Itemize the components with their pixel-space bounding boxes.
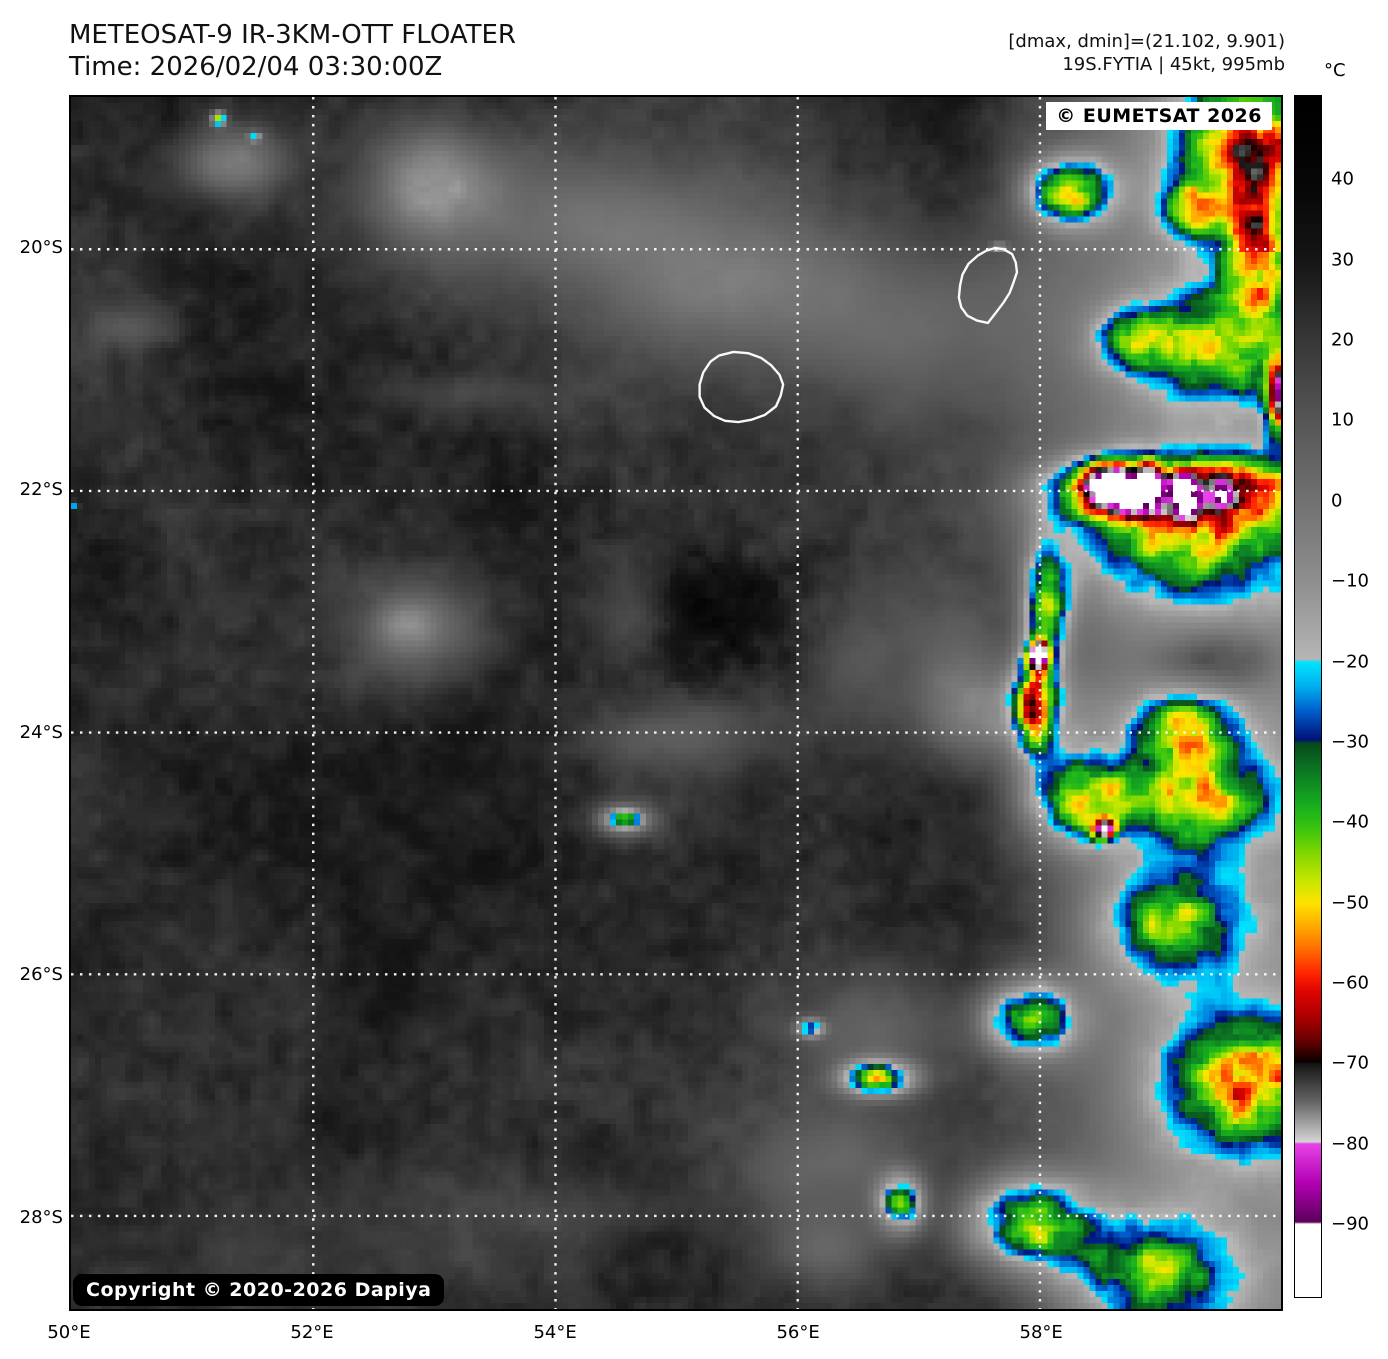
header-right: [dmax, dmin]=(21.102, 9.901) 19S.FYTIA |… — [1008, 30, 1285, 77]
lat-tick-label: 28°S — [19, 1206, 63, 1228]
dmax-dmin-readout: [dmax, dmin]=(21.102, 9.901) — [1008, 31, 1285, 52]
map-grid-overlay — [71, 97, 1281, 1309]
satellite-image-canvas — [71, 97, 1281, 1309]
lon-tick-label: 52°E — [290, 1322, 334, 1343]
cbar-tick-label: 30 — [1331, 249, 1354, 271]
lat-tick-label: 22°S — [19, 479, 63, 501]
header-left: METEOSAT-9 IR-3KM-OTT FLOATER Time: 2026… — [69, 20, 516, 83]
product-time: Time: 2026/02/04 03:30:00Z — [69, 51, 443, 82]
colorbar — [1294, 95, 1322, 1298]
island-outline-mauritius — [957, 246, 1019, 325]
lon-tick-label: 54°E — [533, 1322, 577, 1343]
cbar-tick-label: −70 — [1331, 1052, 1369, 1074]
lat-tick-label: 26°S — [19, 964, 63, 986]
cbar-tick-label: −20 — [1331, 651, 1369, 673]
product-title: METEOSAT-9 IR-3KM-OTT FLOATER — [69, 20, 516, 50]
lat-tick-label: 20°S — [19, 236, 63, 258]
eumetsat-badge: © EUMETSAT 2026 — [1046, 102, 1272, 130]
copyright-badge: Copyright © 2020-2026 Dapiya — [73, 1274, 445, 1306]
cbar-tick-label: −40 — [1331, 811, 1369, 833]
cbar-tick-label: 20 — [1331, 329, 1354, 351]
colorbar-unit-label: °C — [1324, 60, 1346, 81]
cbar-tick-label: −30 — [1331, 731, 1369, 753]
cbar-tick-label: 10 — [1331, 409, 1354, 431]
storm-info: 19S.FYTIA | 45kt, 995mb — [1062, 54, 1285, 76]
cbar-tick-label: −50 — [1331, 892, 1369, 914]
lon-tick-label: 50°E — [47, 1322, 91, 1343]
cbar-tick-label: −10 — [1331, 570, 1369, 592]
cbar-tick-label: 40 — [1331, 168, 1354, 190]
lon-tick-label: 56°E — [776, 1322, 820, 1343]
cbar-tick-label: −90 — [1331, 1213, 1369, 1235]
lon-tick-label: 58°E — [1019, 1322, 1063, 1343]
colorbar-gradient — [1295, 96, 1321, 1297]
cbar-tick-label: −60 — [1331, 972, 1369, 994]
cbar-tick-label: −80 — [1331, 1133, 1369, 1155]
lat-tick-label: 24°S — [19, 721, 63, 743]
satellite-map: © EUMETSAT 2026 Copyright © 2020-2026 Da… — [69, 95, 1283, 1311]
island-outline-reunion — [698, 350, 785, 424]
cbar-tick-label: 0 — [1331, 490, 1343, 512]
